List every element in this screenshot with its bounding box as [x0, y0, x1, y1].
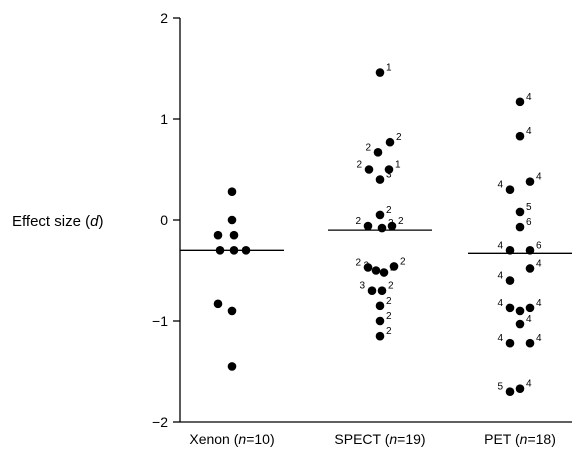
data-point [379, 268, 389, 277]
point-label: 2 [356, 160, 362, 171]
data-point [505, 338, 515, 348]
point-label: 2 [363, 261, 369, 272]
data-point [371, 266, 381, 275]
data-point [525, 338, 535, 348]
point-label: 4 [497, 240, 503, 251]
data-point [229, 246, 239, 255]
point-label: 5 [526, 202, 532, 213]
data-point [227, 306, 237, 316]
data-point [515, 97, 525, 107]
data-point [375, 210, 385, 220]
point-label: 4 [497, 298, 503, 309]
x-category-label: PET (n=18) [484, 431, 556, 447]
data-point [525, 303, 535, 313]
data-point [505, 185, 515, 194]
point-label: 4 [526, 314, 532, 325]
data-point [525, 177, 535, 186]
data-point [515, 207, 525, 217]
data-point [515, 222, 525, 232]
point-label: 2 [388, 281, 394, 292]
y-tick-label: −2 [152, 414, 168, 430]
data-point [525, 246, 535, 255]
x-category-label: SPECT (n=19) [334, 431, 425, 447]
point-label: 4 [536, 172, 542, 183]
point-label: 4 [497, 333, 503, 344]
y-tick-label: −1 [152, 313, 168, 329]
y-tick-label: 0 [160, 212, 168, 228]
point-label: 4 [536, 298, 542, 309]
point-label: 2 [400, 256, 406, 267]
point-label: 6 [526, 217, 532, 228]
point-label: 2 [355, 216, 361, 227]
point-label: 2 [386, 311, 392, 322]
data-point [385, 137, 395, 147]
y-tick-label: 2 [160, 10, 168, 26]
point-label: 2 [386, 205, 392, 216]
data-point [505, 303, 515, 313]
data-point [375, 331, 385, 341]
data-point [505, 246, 515, 255]
data-point [227, 362, 237, 371]
data-point [227, 187, 237, 197]
data-point [515, 306, 525, 316]
data-point [389, 262, 399, 271]
data-point [363, 263, 373, 272]
x-category-label: Xenon (n=10) [189, 431, 274, 447]
point-label: 2 [355, 257, 361, 268]
point-label: 4 [497, 271, 503, 282]
data-point [515, 131, 525, 141]
data-point [227, 215, 237, 225]
point-label: 3 [386, 170, 392, 181]
point-label: 2 [396, 132, 402, 143]
data-point [375, 175, 385, 184]
point-label: 1 [386, 63, 392, 74]
point-label: 4 [526, 126, 532, 137]
data-point [515, 384, 525, 393]
point-label: 4 [536, 258, 542, 269]
data-point [215, 246, 225, 255]
data-point [373, 148, 383, 157]
y-tick-label: 1 [160, 111, 168, 127]
data-point [505, 276, 515, 285]
point-label: 4 [497, 180, 503, 191]
data-point [367, 286, 377, 296]
data-point [377, 286, 387, 296]
point-label: 6 [536, 240, 542, 251]
data-point [213, 230, 223, 240]
data-point [229, 230, 239, 240]
data-point [241, 246, 251, 255]
data-point [377, 223, 387, 233]
data-point [375, 316, 385, 326]
axes: 2 1 0 −1 −2 Xenon (n=10) SPECT (n=19) PET (n=18… [152, 10, 572, 447]
point-label: 1 [395, 160, 401, 171]
point-label: 2 [398, 216, 404, 227]
point-label: 5 [497, 382, 503, 393]
point-label: 2 [386, 296, 392, 307]
data-point [387, 221, 397, 231]
data-point [363, 221, 373, 231]
data-point [375, 301, 385, 311]
data-points: 122213222222223222244445646444444445 [213, 63, 542, 397]
data-point [213, 299, 223, 309]
data-point [384, 165, 394, 174]
data-point [525, 264, 535, 273]
y-axis-label: Effect size (d) [12, 213, 103, 230]
data-point [515, 319, 525, 329]
point-label: 2 [386, 326, 392, 337]
point-label: 4 [536, 333, 542, 344]
data-point [364, 165, 374, 174]
point-label: 4 [526, 379, 532, 390]
data-point [375, 68, 385, 77]
point-label: 2 [365, 142, 371, 153]
point-label: 4 [526, 92, 532, 103]
data-point [505, 387, 515, 397]
point-label: 3 [359, 281, 365, 292]
